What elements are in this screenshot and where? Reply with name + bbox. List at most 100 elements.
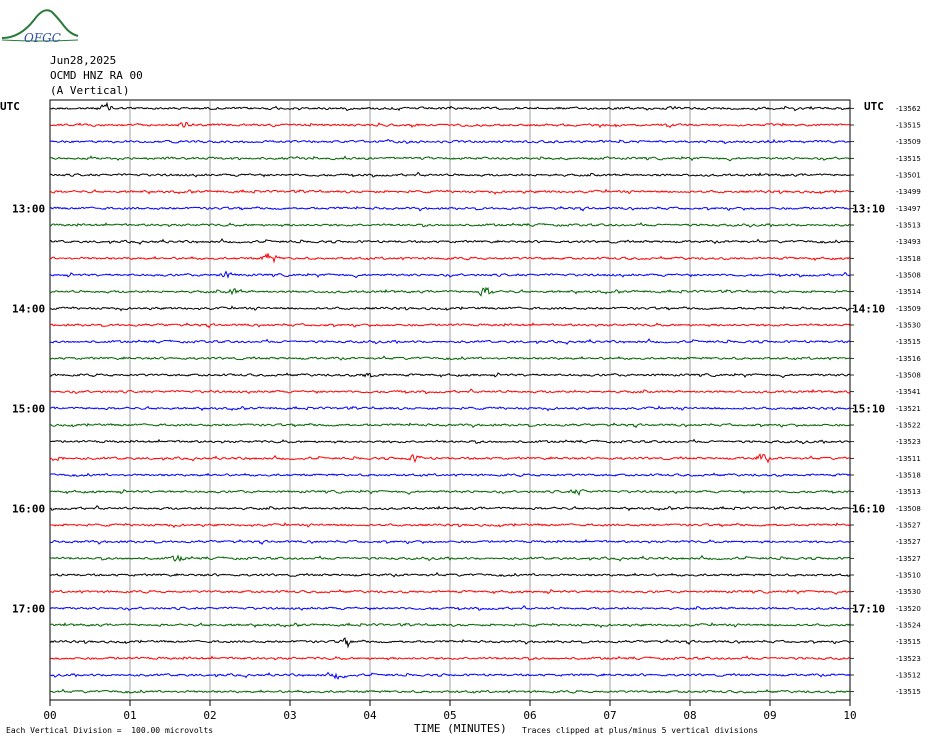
x-tick-label: 00 [43, 709, 56, 722]
right-hour-label: 17:10 [852, 602, 885, 615]
seismic-trace [49, 101, 851, 112]
seismic-trace [49, 688, 850, 694]
right-timezone-label: UTC [864, 100, 884, 113]
right-hour-label: 15:10 [852, 402, 885, 415]
x-tick-label: 01 [123, 709, 136, 722]
trace-offset-label: -13501 [896, 172, 921, 180]
x-tick-label: 09 [763, 709, 776, 722]
seismic-trace [49, 655, 851, 661]
trace-offset-label: -13518 [896, 255, 921, 263]
trace-offset-label: -13497 [896, 205, 921, 213]
logo-text: OFGC [24, 31, 61, 44]
seismic-trace [49, 505, 851, 512]
trace-offset-label: -13524 [896, 622, 921, 630]
trace-offset-label: -13515 [896, 122, 921, 130]
ofgc-logo-icon: OFGC [1, 9, 79, 44]
seismic-trace [50, 488, 851, 496]
seismic-trace [49, 637, 851, 649]
seismic-trace [49, 438, 851, 445]
seismic-trace [49, 205, 851, 212]
date-label: Jun28,2025 [50, 54, 117, 67]
left-hour-label: 14:00 [12, 302, 45, 315]
seismic-trace [49, 622, 851, 629]
trace-offset-label: -13520 [896, 605, 921, 613]
trace-offset-label: -13515 [896, 338, 921, 346]
trace-offset-label: -13513 [896, 222, 921, 230]
trace-offset-label: -13523 [896, 438, 921, 446]
seismic-trace [49, 188, 851, 195]
trace-offset-label: -13499 [896, 188, 921, 196]
x-tick-label: 10 [843, 709, 856, 722]
trace-offset-label: -13511 [896, 455, 921, 463]
seismic-trace [49, 588, 851, 595]
x-tick-label: 03 [283, 709, 296, 722]
left-timezone-label: UTC [0, 100, 20, 113]
scale-note: Each Vertical Division = 100.00 microvol… [6, 726, 214, 735]
seismic-trace [49, 571, 851, 578]
trace-offset-label: -13493 [896, 238, 921, 246]
x-tick-label: 06 [523, 709, 536, 722]
seismic-trace [49, 671, 851, 680]
seismic-trace [49, 338, 851, 345]
trace-offset-label: -13521 [896, 405, 921, 413]
x-axis-title: TIME (MINUTES) [414, 722, 507, 735]
trace-offset-label: -13515 [896, 155, 921, 163]
trace-offset-label: -13562 [896, 105, 921, 113]
seismic-trace [49, 238, 851, 245]
trace-offset-label: -13508 [896, 272, 921, 280]
trace-offset-label: -13515 [896, 688, 921, 696]
seismic-trace [49, 253, 851, 264]
trace-offset-label: -13518 [896, 472, 921, 480]
left-hour-label: 17:00 [12, 602, 45, 615]
trace-offset-label: -13541 [896, 388, 921, 396]
seismic-trace [49, 286, 851, 297]
left-hour-label: 16:00 [12, 502, 45, 515]
seismic-trace [49, 405, 851, 412]
component-label: (A Vertical) [50, 84, 130, 97]
trace-offset-label: -13515 [896, 638, 921, 646]
right-hour-label: 14:10 [852, 302, 885, 315]
x-tick-label: 07 [603, 709, 616, 722]
left-hour-label: 13:00 [12, 202, 45, 215]
trace-offset-label: -13509 [896, 305, 921, 313]
seismic-trace [49, 305, 851, 312]
trace-offset-label: -13513 [896, 488, 921, 496]
trace-offset-label: -13510 [896, 572, 921, 580]
trace-offset-label: -13516 [896, 355, 921, 363]
right-hour-label: 16:10 [852, 502, 885, 515]
seismic-trace [49, 171, 851, 178]
trace-offset-label: -13514 [896, 288, 921, 296]
seismic-trace [50, 222, 851, 228]
seismic-trace [49, 453, 851, 464]
x-tick-label: 02 [203, 709, 216, 722]
x-tick-label: 04 [363, 709, 377, 722]
trace-offset-label: -13522 [896, 422, 921, 430]
trace-offset-label: -13527 [896, 522, 921, 530]
clip-note: Traces clipped at plus/minus 5 vertical … [522, 726, 759, 735]
seismic-trace [49, 355, 851, 361]
x-tick-label: 08 [683, 709, 696, 722]
left-hour-label: 15:00 [12, 402, 45, 415]
seismic-trace [49, 270, 851, 279]
trace-offset-label: -13527 [896, 555, 921, 563]
right-hour-label: 13:10 [852, 202, 885, 215]
seismic-trace [49, 522, 851, 529]
seismic-trace [49, 472, 851, 478]
trace-offset-label: -13530 [896, 588, 921, 596]
trace-offset-label: -13508 [896, 505, 921, 513]
seismic-trace [50, 155, 851, 162]
seismic-trace [49, 121, 851, 129]
trace-offset-label: -13527 [896, 538, 921, 546]
trace-offset-label: -13509 [896, 138, 921, 146]
seismic-trace [49, 538, 851, 546]
trace-offset-label: -13523 [896, 655, 921, 663]
x-tick-label: 05 [443, 709, 456, 722]
seismic-trace [49, 422, 851, 429]
trace-offset-label: -13512 [896, 672, 921, 680]
seismic-trace [49, 605, 851, 611]
seismic-trace [49, 372, 851, 379]
seismic-trace [49, 554, 851, 562]
seismic-trace [49, 138, 851, 145]
trace-offset-label: -13508 [896, 372, 921, 380]
